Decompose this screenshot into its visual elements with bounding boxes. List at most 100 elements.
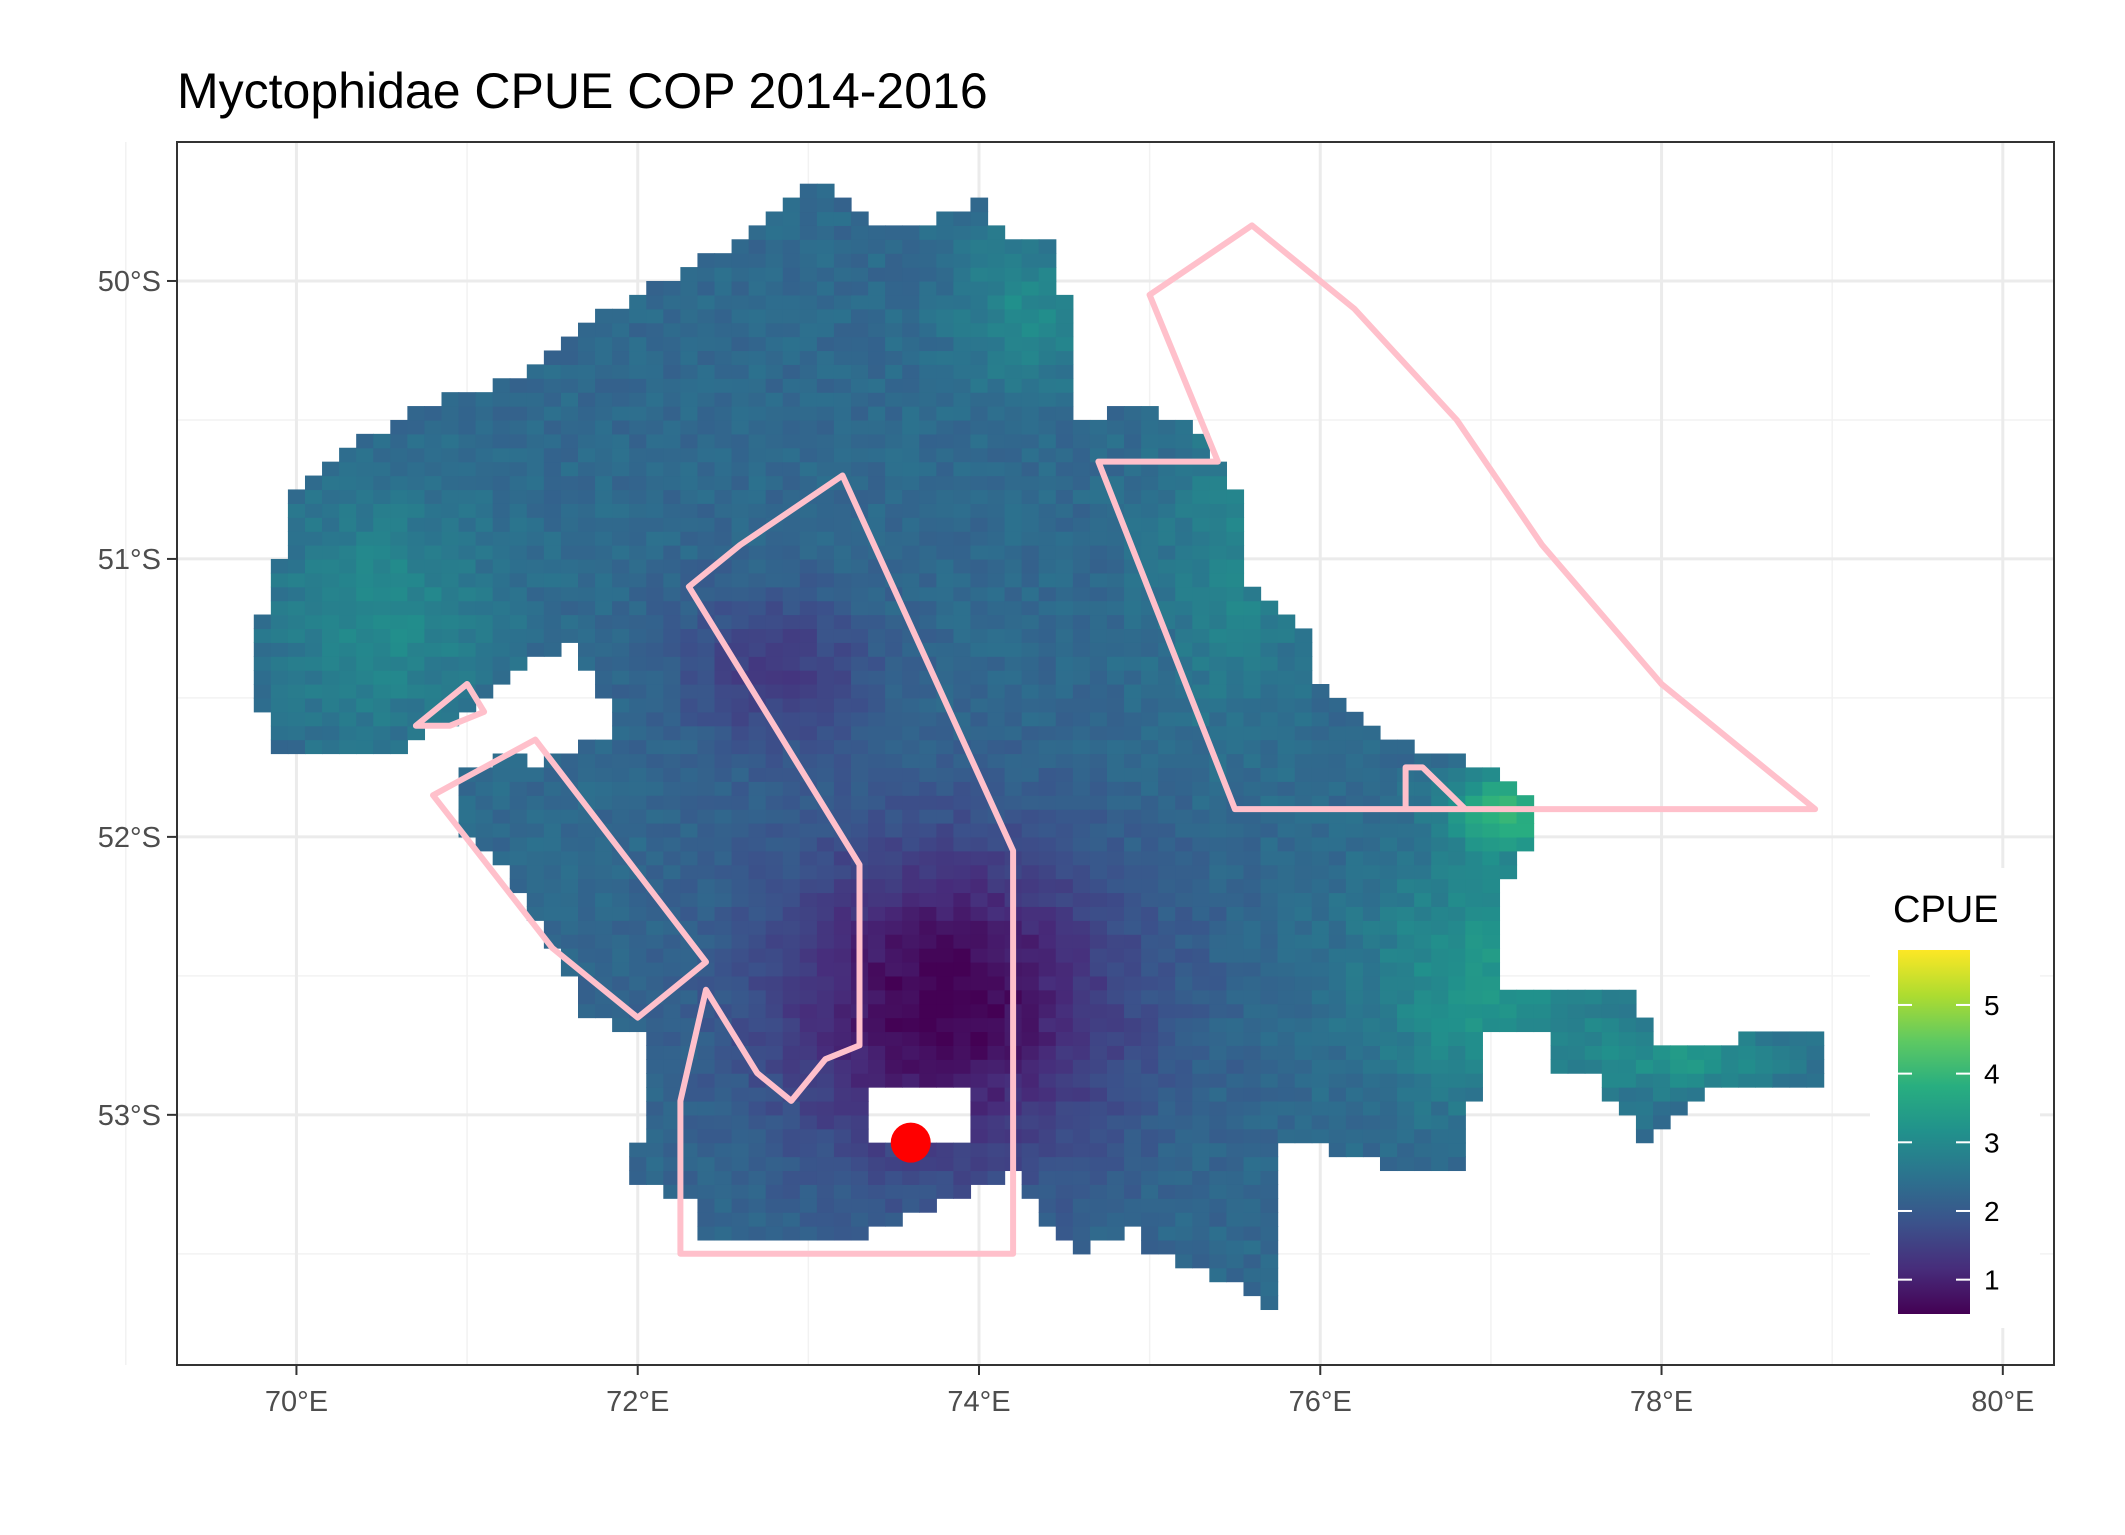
- cpue-cell: [680, 767, 699, 782]
- cpue-cell: [509, 809, 528, 824]
- cpue-cell: [697, 586, 716, 602]
- cpue-cell: [851, 267, 869, 282]
- cpue-cell: [322, 531, 340, 546]
- cpue-cell: [407, 517, 426, 532]
- cpue-cell: [322, 684, 340, 699]
- cpue-cell: [970, 656, 989, 671]
- cpue-cell: [680, 489, 699, 504]
- cpue-cell: [953, 920, 972, 935]
- cpue-cell: [373, 586, 391, 602]
- cpue-cell: [373, 656, 391, 671]
- cpue-cell: [1294, 1087, 1313, 1102]
- cpue-cell: [902, 239, 920, 254]
- cpue-cell: [851, 572, 869, 588]
- cpue-cell: [748, 906, 767, 921]
- cpue-cell: [868, 906, 886, 921]
- cpue-cell: [765, 836, 784, 852]
- cpue-cell: [1192, 753, 1210, 768]
- cpue-cell: [1106, 656, 1125, 671]
- cpue-cell: [816, 572, 835, 588]
- cpue-cell: [851, 739, 869, 755]
- cpue-cell: [1038, 1003, 1057, 1019]
- cpue-cell: [612, 628, 630, 643]
- cpue-cell: [851, 350, 869, 365]
- cpue-cell: [1141, 836, 1159, 852]
- cpue-cell: [953, 336, 972, 352]
- cpue-cell: [970, 239, 989, 254]
- cpue-cell: [680, 642, 699, 657]
- cpue-cell: [799, 447, 818, 463]
- cpue-cell: [885, 781, 903, 796]
- cpue-cell: [833, 447, 852, 463]
- cpue-cell: [526, 642, 545, 657]
- cpue-cell: [731, 892, 750, 907]
- cpue-cell: [304, 517, 323, 532]
- cpue-cell: [475, 406, 494, 421]
- cpue-cell: [526, 489, 545, 504]
- cpue-cell: [1038, 406, 1057, 421]
- cpue-cell: [1294, 697, 1313, 713]
- cpue-cell: [646, 1087, 664, 1102]
- cpue-cell: [663, 1003, 681, 1019]
- cpue-cell: [1482, 892, 1501, 907]
- cpue-cell: [1158, 850, 1176, 866]
- cpue-cell: [1055, 572, 1074, 588]
- cpue-cell: [629, 850, 647, 866]
- cpue-cell: [765, 433, 784, 449]
- cpue-cell: [663, 447, 681, 463]
- cpue-cell: [475, 836, 494, 852]
- cpue-cell: [799, 406, 818, 421]
- cpue-cell: [1106, 850, 1125, 866]
- cpue-cell: [782, 934, 801, 949]
- cpue-cell: [851, 836, 869, 852]
- cpue-cell: [782, 850, 801, 866]
- cpue-cell: [458, 558, 477, 574]
- cpue-cell: [1311, 1128, 1330, 1144]
- cpue-cell: [765, 336, 784, 352]
- cpue-cell: [919, 267, 937, 282]
- cpue-cell: [680, 364, 699, 379]
- cpue-cell: [885, 920, 903, 935]
- cpue-cell: [1465, 781, 1483, 796]
- cpue-cell: [970, 586, 989, 602]
- cpue-cell: [1072, 572, 1091, 588]
- cpue-cell: [680, 739, 699, 755]
- cpue-cell: [612, 489, 630, 504]
- cpue-cell: [953, 586, 972, 602]
- cpue-cell: [1004, 322, 1023, 338]
- cpue-cell: [1141, 920, 1159, 935]
- cpue-cell: [765, 308, 784, 324]
- cpue-cell: [782, 433, 801, 449]
- cpue-cell: [304, 572, 323, 588]
- cpue-cell: [1175, 753, 1193, 768]
- cpue-cell: [816, 1170, 835, 1185]
- cpue-cell: [902, 989, 920, 1005]
- cpue-cell: [390, 517, 408, 532]
- cpue-cell: [1397, 1073, 1415, 1088]
- cpue-cell: [373, 545, 391, 560]
- cpue-cell: [680, 531, 699, 546]
- cpue-cell: [543, 419, 562, 435]
- cpue-cell: [1106, 739, 1125, 755]
- cpue-cell: [936, 558, 954, 574]
- cpue-cell: [646, 1059, 664, 1074]
- cpue-cell: [612, 336, 630, 352]
- cpue-cell: [799, 1212, 818, 1227]
- cpue-cell: [680, 1128, 699, 1144]
- cpue-cell: [1243, 1198, 1262, 1213]
- cpue-cell: [407, 461, 426, 477]
- cpue-cell: [646, 461, 664, 477]
- cpue-cell: [902, 586, 920, 602]
- cpue-cell: [1192, 920, 1210, 935]
- cpue-cell: [697, 1031, 716, 1046]
- cpue-cell: [270, 614, 289, 630]
- cpue-cell: [765, 558, 784, 574]
- cpue-cell: [1158, 586, 1176, 602]
- cpue-cell: [1345, 1142, 1364, 1158]
- cpue-cell: [1004, 406, 1023, 421]
- cpue-cell: [1277, 1031, 1296, 1046]
- cpue-cell: [1055, 600, 1074, 616]
- cpue-cell: [1260, 1198, 1279, 1213]
- cpue-cell: [1021, 392, 1040, 407]
- cpue-cell: [1209, 822, 1228, 838]
